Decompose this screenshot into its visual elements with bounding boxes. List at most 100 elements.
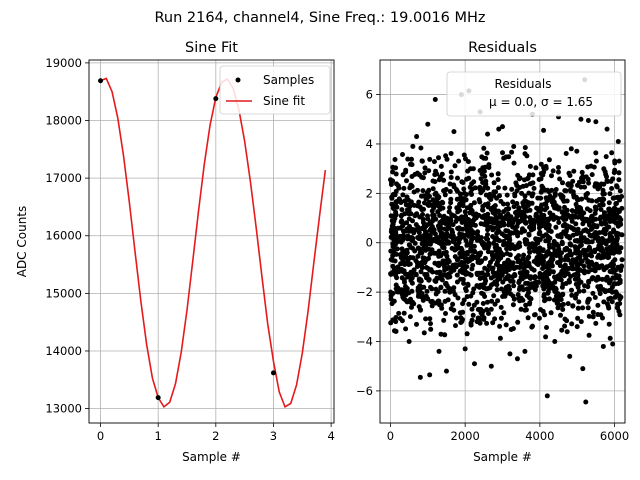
- residual-point: [403, 167, 409, 173]
- residual-outlier-point: [488, 363, 494, 369]
- residual-point: [609, 186, 615, 191]
- residual-point: [490, 227, 496, 233]
- residual-point: [448, 175, 454, 180]
- residual-point: [477, 284, 482, 290]
- residual-point: [437, 220, 443, 225]
- residual-point: [443, 311, 448, 316]
- residual-point: [489, 298, 495, 304]
- residual-point: [490, 320, 496, 326]
- residual-point: [610, 259, 616, 265]
- residual-point: [419, 158, 425, 164]
- residual-point: [417, 250, 423, 256]
- residual-point: [552, 192, 558, 198]
- residual-point: [606, 305, 612, 311]
- y-tick-label: 4: [366, 137, 373, 151]
- residual-point: [568, 146, 574, 152]
- y-tick-label: 18000: [45, 114, 82, 128]
- residual-point: [616, 158, 622, 164]
- residual-point: [570, 303, 576, 309]
- residual-point: [612, 281, 618, 287]
- residuals-axes: 0 2000 4000 6000 −6 −4 −2 0 2 4 6 Residuals Sample #…: [356, 40, 629, 464]
- y-tick-label: −6: [356, 384, 373, 398]
- sample-point: [270, 370, 276, 376]
- residual-point: [417, 246, 423, 252]
- residual-point: [563, 188, 569, 194]
- residual-point: [388, 271, 394, 277]
- residual-point: [392, 157, 398, 162]
- residual-point: [616, 273, 622, 279]
- residual-point: [539, 253, 544, 259]
- residual-point: [412, 227, 418, 233]
- residual-point: [441, 188, 447, 194]
- residual-point: [559, 250, 564, 256]
- residual-point: [419, 291, 425, 296]
- residual-point: [607, 231, 613, 236]
- residual-point: [459, 318, 465, 324]
- residual-point: [441, 250, 447, 256]
- residual-outlier-point: [496, 126, 502, 132]
- residual-point: [393, 199, 399, 205]
- residual-point: [454, 196, 460, 202]
- residual-point: [600, 187, 606, 193]
- residual-point: [595, 302, 601, 308]
- residual-point: [529, 241, 535, 247]
- residual-point: [432, 231, 438, 237]
- residual-point: [555, 216, 561, 221]
- residual-point: [574, 238, 580, 243]
- residual-point: [418, 307, 423, 313]
- residual-point: [404, 178, 409, 184]
- residual-point: [573, 201, 579, 207]
- residual-point: [557, 192, 563, 198]
- residual-point: [518, 218, 524, 224]
- y-axis-label: ADC Counts: [15, 206, 29, 278]
- residual-point: [556, 205, 562, 211]
- residual-point: [542, 207, 548, 213]
- residual-point: [518, 306, 524, 312]
- residual-point: [569, 218, 575, 224]
- residual-point: [601, 229, 606, 234]
- residual-point: [408, 182, 414, 188]
- residual-point: [515, 233, 521, 239]
- residual-point: [541, 258, 546, 264]
- residual-point: [581, 268, 587, 274]
- residual-point: [431, 159, 437, 165]
- residual-point: [463, 213, 469, 219]
- residual-point: [391, 218, 397, 224]
- residual-point: [430, 186, 436, 192]
- residual-point: [520, 274, 526, 280]
- residual-point: [421, 330, 427, 336]
- residual-point: [531, 224, 537, 230]
- residual-point: [610, 265, 616, 271]
- residual-point: [500, 150, 505, 156]
- residual-point: [538, 176, 544, 182]
- residual-point: [525, 280, 531, 286]
- residual-point: [446, 285, 452, 291]
- residual-point: [407, 242, 412, 248]
- residual-point: [556, 220, 562, 225]
- residual-point: [474, 231, 480, 237]
- residual-point: [614, 230, 620, 236]
- residual-point: [596, 243, 602, 249]
- residual-point: [492, 270, 498, 276]
- residual-point: [413, 222, 419, 228]
- residual-point: [573, 209, 579, 214]
- residual-point: [518, 229, 524, 235]
- legend-box: [446, 71, 622, 117]
- residual-point: [445, 274, 451, 280]
- residual-point: [571, 168, 577, 174]
- residual-point: [617, 296, 623, 302]
- residual-point: [584, 206, 590, 212]
- residual-point: [525, 273, 531, 279]
- residual-point: [436, 260, 442, 266]
- x-tick-label: 1: [155, 429, 162, 443]
- residual-point: [479, 290, 485, 296]
- residual-point: [559, 302, 564, 308]
- y-tick-label: −4: [356, 335, 373, 349]
- residual-point: [496, 257, 502, 263]
- residual-point: [506, 154, 512, 160]
- residual-point: [511, 144, 517, 149]
- residual-point: [537, 208, 543, 214]
- residual-point: [526, 254, 532, 260]
- residual-point: [451, 184, 457, 190]
- residual-point: [485, 299, 490, 305]
